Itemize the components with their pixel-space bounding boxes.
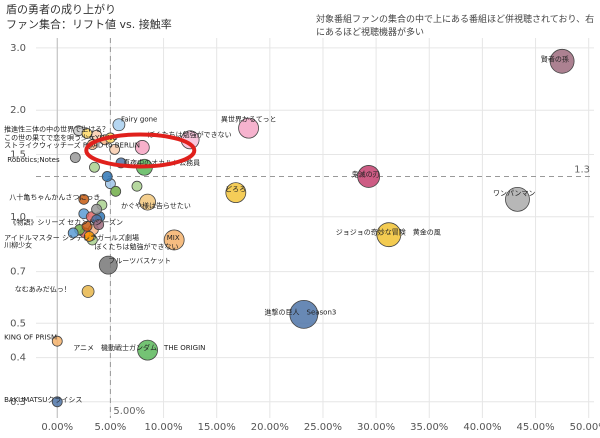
x-tick-label: 20.00%	[251, 422, 289, 433]
data-point	[505, 186, 530, 212]
data-point	[131, 180, 143, 192]
x-tick-label: 0.00%	[41, 422, 73, 433]
y-tick-label: 0.4	[10, 353, 26, 364]
data-label: どろろ	[225, 185, 246, 193]
data-point	[238, 117, 259, 139]
data-label: 賢者の孫	[541, 54, 569, 63]
x-tick-label: 25.00%	[304, 422, 342, 433]
reference-line-y-label: 1.3	[574, 164, 590, 175]
data-label: この世の果てで恋を唄う少女YU-NO	[4, 133, 118, 142]
data-label: かぐや様は告らせたい	[121, 201, 191, 210]
y-tick-label: 1.0	[10, 212, 26, 223]
data-label: なむあみだ仏っ！	[15, 285, 71, 293]
data-label: 進撃の巨人 Season3	[265, 307, 337, 316]
data-point	[376, 222, 402, 248]
data-point	[289, 299, 319, 329]
data-point	[78, 193, 90, 205]
data-point	[101, 171, 113, 182]
x-tick-label: 35.00%	[410, 422, 448, 433]
data-point	[109, 144, 121, 155]
data-point	[163, 229, 185, 251]
data-point	[139, 193, 157, 211]
data-point	[93, 219, 105, 231]
data-point	[137, 339, 159, 361]
x-tick-label: 5.00%	[95, 422, 127, 433]
reference-line-x-label: 5.00%	[113, 406, 145, 417]
data-point	[357, 165, 381, 188]
data-point	[81, 128, 93, 139]
x-tick-label: 15.00%	[198, 422, 236, 433]
data-label: 八十亀ちゃんかんさつにっき	[9, 192, 100, 201]
data-label: アイドルマスター シンデレラガールズ劇場	[4, 233, 139, 242]
data-label: 鬼滅の刃	[352, 169, 380, 178]
data-label: ストライクウィッチーズ ROAD to BERLIN	[4, 140, 140, 149]
y-tick-label: 0.5	[10, 318, 26, 329]
data-label: 推進性三体の中の世界で生ける？	[4, 125, 109, 134]
x-tick-label: 45.00%	[516, 422, 554, 433]
y-tick-label: 0.7	[10, 267, 26, 278]
chart-title: 盾の勇者の成り上がり	[6, 3, 116, 16]
y-tick-label: 2.0	[10, 105, 26, 116]
data-label: Fairy gone	[121, 115, 157, 123]
data-point	[69, 152, 81, 163]
x-tick-label: 50.00%	[570, 422, 600, 433]
data-label: フルーツバスケット	[108, 257, 171, 265]
x-tick-label: 40.00%	[463, 422, 501, 433]
data-point	[51, 396, 63, 408]
y-tick-label: 1.5	[10, 149, 26, 160]
data-label: ぼくたちは勉強ができない	[94, 242, 178, 251]
data-point	[112, 118, 126, 132]
y-tick-label: 3.0	[10, 43, 26, 54]
data-label: MIX	[167, 234, 180, 242]
data-label: 真夜中のオカルト公務員	[123, 158, 200, 167]
data-point	[81, 285, 95, 298]
data-label: 川柳少女	[4, 240, 32, 249]
data-label: ぼくたちは勉強ができない	[148, 130, 232, 139]
data-point	[83, 231, 95, 242]
data-point	[91, 203, 102, 215]
x-tick-label: 10.00%	[144, 422, 182, 433]
chart-subtitle: ファン集合：リフト値 vs. 接触率	[6, 18, 172, 31]
data-label: BAKUMATSUクライシス	[4, 396, 82, 404]
data-point	[98, 255, 118, 275]
data-label: ジョジョの奇妙な冒険 黄金の風	[336, 228, 441, 237]
y-tick-label: 0.3	[10, 397, 26, 408]
data-point	[81, 220, 93, 232]
data-point	[549, 48, 575, 74]
data-point	[51, 335, 63, 347]
x-tick-label: 30.00%	[357, 422, 395, 433]
data-point	[89, 161, 100, 173]
highlight-ellipse	[84, 132, 197, 169]
data-label: Robotics;Notes	[7, 156, 60, 164]
data-label: ワンパンマン	[493, 189, 535, 197]
data-point	[67, 227, 79, 239]
data-point	[110, 185, 122, 197]
data-label: 異世界かるてっと	[221, 114, 277, 123]
data-point	[225, 182, 247, 204]
data-label: 《物語》シリーズ セカンドシーズン	[9, 218, 123, 227]
data-point	[134, 140, 150, 155]
data-label: KING OF PRISM	[4, 333, 57, 341]
data-label: アニメ 機動戦士ガンダム THE ORIGIN	[73, 343, 205, 352]
chart-note: 対象番組ファンの集合の中で上にある番組ほど併視聴されており、右にあるほど視聴機器…	[316, 15, 595, 38]
